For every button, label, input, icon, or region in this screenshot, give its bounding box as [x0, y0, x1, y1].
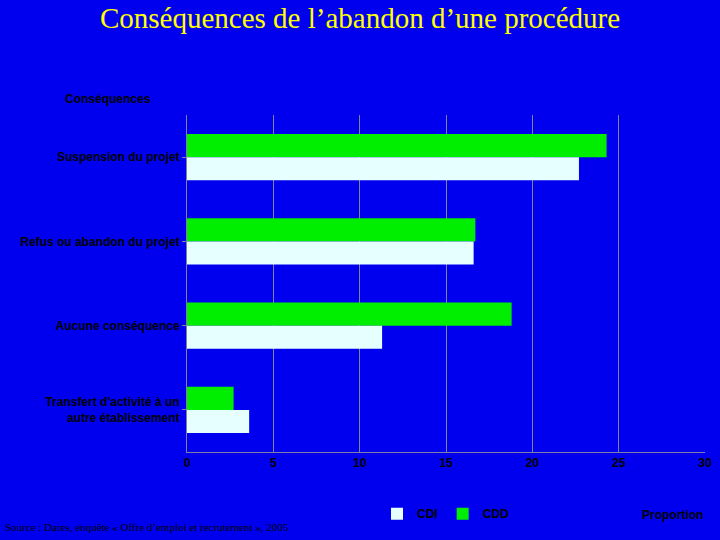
- svg-text:Refus ou abandon du projet: Refus ou abandon du projet: [20, 235, 179, 249]
- svg-text:Conséquences: Conséquences: [65, 92, 151, 106]
- svg-text:Suspension du projet: Suspension du projet: [57, 150, 180, 164]
- svg-text:10: 10: [353, 456, 367, 470]
- svg-text:Conséquences de l’abandon d’un: Conséquences de l’abandon d’une procédur…: [100, 2, 620, 34]
- svg-text:25: 25: [612, 456, 626, 470]
- svg-text:0: 0: [184, 456, 191, 470]
- svg-text:CDI: CDI: [417, 507, 438, 521]
- svg-text:Source : Dares, enquête « Offr: Source : Dares, enquête « Offre d’emploi…: [5, 521, 289, 533]
- svg-text:Transfert d'activité à unautre: Transfert d'activité à unautre établisse…: [45, 395, 179, 425]
- svg-text:5: 5: [270, 456, 277, 470]
- svg-text:20: 20: [526, 456, 540, 470]
- svg-text:15: 15: [439, 456, 453, 470]
- svg-text:Proportion: Proportion: [642, 508, 703, 522]
- svg-text:CDD: CDD: [483, 507, 509, 521]
- svg-text:Aucune conséquence: Aucune conséquence: [56, 319, 180, 333]
- svg-text:30: 30: [698, 456, 712, 470]
